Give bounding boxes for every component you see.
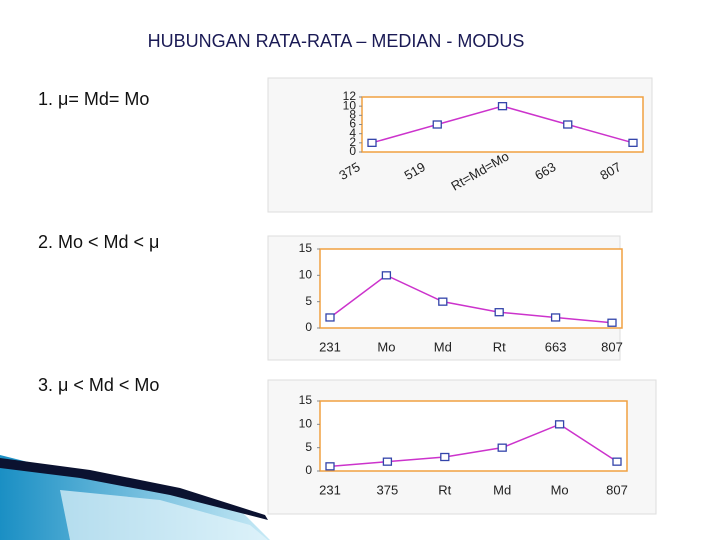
list-item: 3. μ < Md < Mo	[38, 375, 159, 395]
point-marker	[612, 457, 622, 466]
point-marker	[440, 452, 450, 462]
y-tick-label: 8	[349, 108, 356, 122]
series-line	[329, 274, 613, 324]
y-tick-label: 6	[349, 117, 356, 131]
point-marker	[628, 138, 638, 147]
point-marker	[438, 297, 448, 306]
point-marker	[550, 313, 561, 322]
point-marker	[563, 120, 573, 129]
list-item: 2. Mo < Md < μ	[38, 232, 159, 252]
series-line	[329, 423, 618, 468]
plot-area	[319, 248, 623, 329]
y-tick-label: 15	[299, 393, 313, 407]
point-marker	[554, 420, 565, 429]
y-tick-label: 2	[349, 135, 356, 149]
decor-swoosh	[0, 458, 268, 520]
list-item: 1. μ= Md= Mo	[38, 89, 149, 109]
x-tick-label: 375	[377, 482, 399, 497]
y-tick-label: 10	[299, 268, 313, 282]
point-marker	[382, 457, 393, 466]
point-marker	[607, 318, 617, 327]
x-tick-label: Mo	[377, 339, 395, 354]
x-tick-label: 807	[601, 339, 623, 354]
y-tick-label: 0	[305, 320, 312, 334]
y-tick-label: 4	[349, 126, 356, 140]
point-marker	[367, 138, 377, 147]
point-marker	[325, 313, 335, 322]
x-tick-label: Md	[434, 339, 452, 354]
x-tick-label: Rt	[493, 339, 506, 354]
y-tick-label: 12	[343, 89, 357, 103]
y-tick-label: 15	[299, 241, 313, 255]
y-tick-label: 10	[343, 98, 357, 112]
decor-wave-light	[60, 490, 268, 540]
y-tick-label: 0	[349, 144, 356, 158]
point-marker	[325, 462, 335, 471]
point-marker	[494, 308, 504, 317]
y-tick-label: 0	[305, 463, 312, 477]
plot-area	[319, 400, 628, 472]
point-marker	[432, 120, 442, 129]
x-tick-label: Md	[493, 482, 511, 497]
x-tick-label: Mo	[551, 482, 569, 497]
y-tick-label: 5	[305, 440, 312, 454]
point-marker	[497, 443, 507, 452]
x-tick-label: 231	[319, 482, 341, 497]
slide-title: HUBUNGAN RATA-RATA – MEDIAN - MODUS	[148, 31, 525, 51]
x-tick-label: 663	[545, 339, 567, 354]
point-marker	[381, 271, 392, 280]
x-tick-label: Rt	[438, 482, 451, 497]
x-tick-label: 807	[606, 482, 628, 497]
y-tick-label: 5	[305, 294, 312, 308]
point-marker	[497, 102, 508, 111]
x-tick-label: 231	[319, 339, 341, 354]
y-tick-label: 10	[299, 417, 313, 431]
